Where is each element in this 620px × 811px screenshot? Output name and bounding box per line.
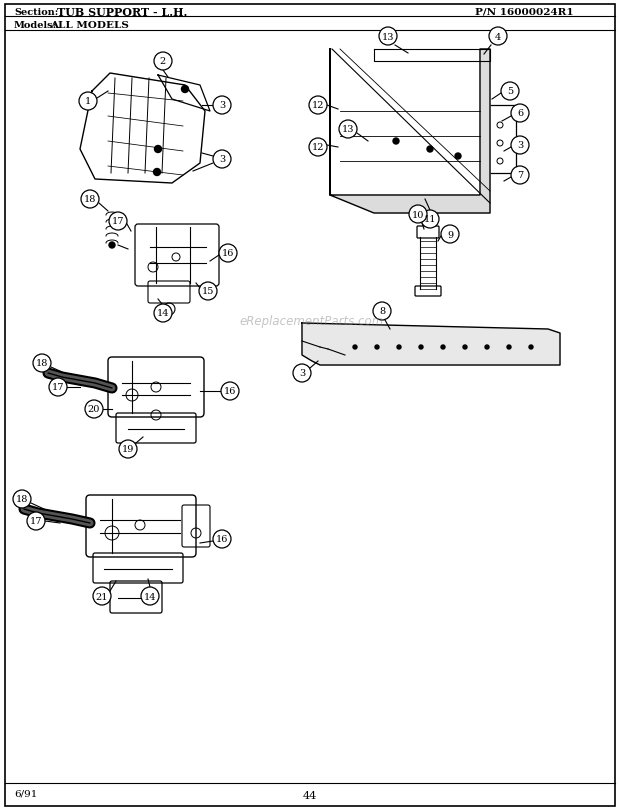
Text: 15: 15 [202, 287, 214, 296]
Circle shape [154, 53, 172, 71]
Text: 13: 13 [342, 126, 354, 135]
Text: 11: 11 [423, 215, 436, 224]
Circle shape [213, 530, 231, 548]
Circle shape [154, 146, 161, 153]
Circle shape [141, 587, 159, 605]
Text: 6: 6 [517, 109, 523, 118]
Text: 16: 16 [216, 534, 228, 544]
Circle shape [79, 93, 97, 111]
Circle shape [219, 245, 237, 263]
Text: TUB SUPPORT - L.H.: TUB SUPPORT - L.H. [57, 6, 187, 18]
Circle shape [409, 206, 427, 224]
Text: 13: 13 [382, 32, 394, 41]
Circle shape [463, 345, 467, 350]
Text: 16: 16 [224, 387, 236, 396]
Text: 7: 7 [517, 171, 523, 180]
Text: Section:: Section: [14, 7, 58, 16]
Polygon shape [302, 324, 560, 366]
Text: 6/91: 6/91 [14, 788, 37, 797]
Text: 12: 12 [312, 101, 324, 110]
Circle shape [511, 167, 529, 185]
Text: ALL MODELS: ALL MODELS [50, 20, 129, 29]
Circle shape [455, 154, 461, 160]
Circle shape [154, 169, 161, 176]
Circle shape [93, 587, 111, 605]
Text: 3: 3 [219, 101, 225, 110]
Text: 2: 2 [160, 58, 166, 67]
Text: 3: 3 [299, 369, 305, 378]
Circle shape [397, 345, 401, 350]
Circle shape [485, 345, 489, 350]
Text: 18: 18 [16, 495, 28, 504]
Text: 18: 18 [84, 195, 96, 204]
Text: 14: 14 [157, 309, 169, 318]
Circle shape [379, 28, 397, 46]
Circle shape [13, 491, 31, 508]
Circle shape [511, 137, 529, 155]
Circle shape [339, 121, 357, 139]
Circle shape [213, 97, 231, 115]
Text: 21: 21 [95, 592, 108, 601]
Text: 44: 44 [303, 790, 317, 800]
Circle shape [182, 87, 188, 93]
Text: 17: 17 [51, 383, 64, 392]
Text: 3: 3 [219, 156, 225, 165]
Text: 3: 3 [517, 141, 523, 150]
Circle shape [49, 379, 67, 397]
Circle shape [154, 305, 172, 323]
Text: 14: 14 [144, 592, 156, 601]
Circle shape [489, 28, 507, 46]
Circle shape [109, 242, 115, 249]
Circle shape [309, 139, 327, 157]
Circle shape [501, 83, 519, 101]
Circle shape [353, 345, 357, 350]
Text: 10: 10 [412, 210, 424, 219]
Polygon shape [330, 50, 490, 214]
Circle shape [427, 147, 433, 152]
Text: 20: 20 [88, 405, 100, 414]
Text: Models:: Models: [14, 20, 57, 29]
Text: 9: 9 [447, 230, 453, 239]
Text: 18: 18 [36, 359, 48, 368]
Circle shape [511, 105, 529, 122]
Circle shape [309, 97, 327, 115]
Circle shape [85, 401, 103, 418]
Text: 12: 12 [312, 144, 324, 152]
Text: 4: 4 [495, 32, 501, 41]
Circle shape [375, 345, 379, 350]
Circle shape [441, 225, 459, 243]
Circle shape [213, 151, 231, 169]
Circle shape [529, 345, 533, 350]
Circle shape [421, 211, 439, 229]
Circle shape [199, 283, 217, 301]
Circle shape [27, 513, 45, 530]
Circle shape [33, 354, 51, 372]
Circle shape [419, 345, 423, 350]
Text: 19: 19 [122, 445, 134, 454]
Circle shape [441, 345, 445, 350]
Circle shape [373, 303, 391, 320]
Circle shape [221, 383, 239, 401]
Text: 8: 8 [379, 307, 385, 316]
Text: 16: 16 [222, 249, 234, 258]
Circle shape [507, 345, 511, 350]
Circle shape [109, 212, 127, 230]
Circle shape [293, 365, 311, 383]
Text: P/N 16000024R1: P/N 16000024R1 [475, 7, 574, 16]
Text: 1: 1 [85, 97, 91, 106]
Text: eReplacementParts.com: eReplacementParts.com [240, 315, 384, 328]
Text: 17: 17 [112, 217, 124, 226]
Circle shape [119, 440, 137, 458]
Text: 17: 17 [30, 517, 42, 526]
Circle shape [81, 191, 99, 208]
Text: 5: 5 [507, 88, 513, 97]
Circle shape [393, 139, 399, 145]
